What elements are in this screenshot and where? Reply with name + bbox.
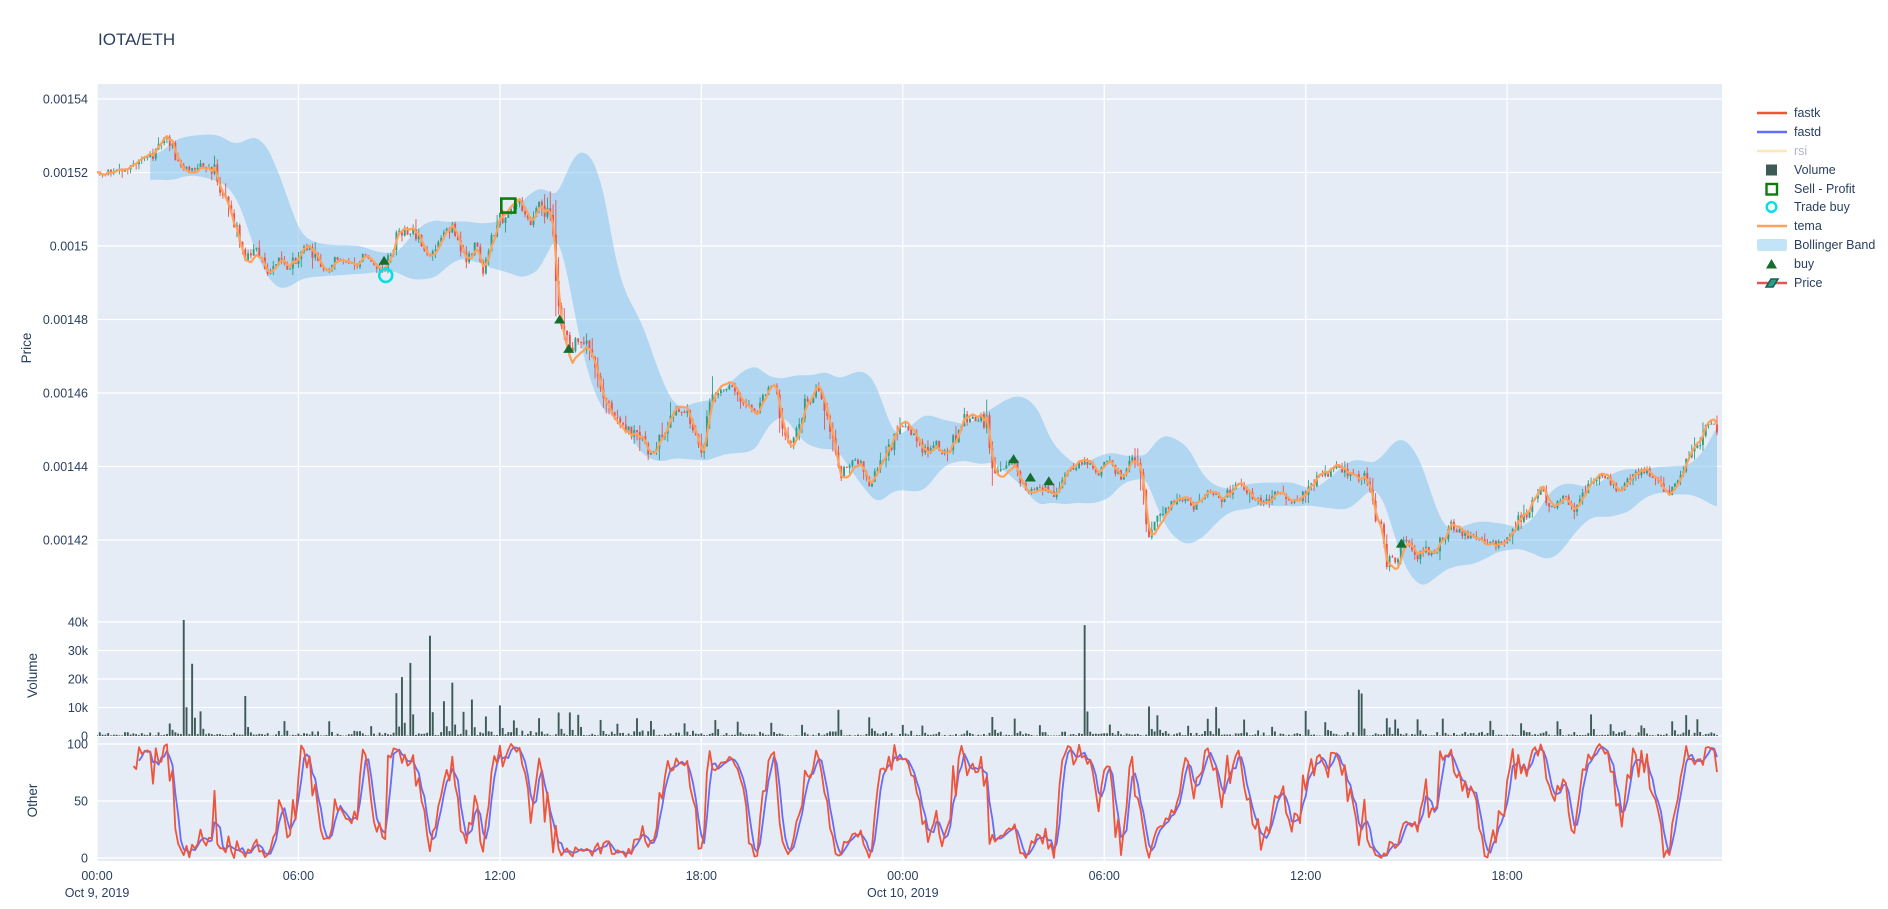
sell-profit-marker xyxy=(499,197,517,214)
svg-text:00:00: 00:00 xyxy=(81,869,112,883)
svg-text:0.00142: 0.00142 xyxy=(43,534,88,548)
trade-buy-swatch-icon xyxy=(1765,201,1778,214)
legend-item-volume[interactable]: Volume xyxy=(1756,160,1875,179)
buy-swatch-icon xyxy=(1766,258,1777,269)
sell-profit-swatch-icon xyxy=(1765,182,1779,196)
svg-text:0.00154: 0.00154 xyxy=(43,93,88,107)
svg-text:0: 0 xyxy=(81,852,88,866)
legend-item-sell-profit[interactable]: Sell - Profit xyxy=(1756,179,1875,198)
buy-signal-marker xyxy=(1043,476,1055,486)
svg-text:Oct 10, 2019: Oct 10, 2019 xyxy=(867,886,939,900)
buy-signal-marker xyxy=(1024,472,1036,482)
price-pane[interactable] xyxy=(96,134,1718,585)
svg-text:10k: 10k xyxy=(68,701,89,715)
legend-label-sell-profit: Sell - Profit xyxy=(1794,181,1856,196)
legend-item-trade-buy[interactable]: Trade buy xyxy=(1756,198,1875,217)
buy-signal-marker xyxy=(563,343,575,353)
svg-text:0.00148: 0.00148 xyxy=(43,313,88,327)
page-title: IOTA/ETH xyxy=(98,30,176,49)
volume-pane[interactable] xyxy=(96,619,1718,736)
buy-signal-marker xyxy=(378,255,390,265)
svg-text:Price: Price xyxy=(19,333,34,364)
legend-label-fastk: fastk xyxy=(1794,106,1821,121)
svg-text:100: 100 xyxy=(67,738,88,752)
svg-text:0.00146: 0.00146 xyxy=(43,387,88,401)
legend: fastk fastd rsi Volume Sell - Profit Trade bu… xyxy=(1756,104,1875,292)
svg-text:06:00: 06:00 xyxy=(1089,869,1120,883)
legend-item-tema[interactable]: tema xyxy=(1756,217,1875,236)
svg-text:0.00152: 0.00152 xyxy=(43,166,88,180)
legend-item-bollinger[interactable]: Bollinger Band xyxy=(1756,236,1875,255)
other-pane[interactable] xyxy=(132,743,1718,859)
legend-label-fastd: fastd xyxy=(1794,125,1822,140)
svg-text:0: 0 xyxy=(81,730,88,744)
legend-item-fastk[interactable]: fastk xyxy=(1756,104,1875,123)
svg-text:0.00144: 0.00144 xyxy=(43,460,88,474)
svg-text:Other: Other xyxy=(25,783,40,817)
legend-item-fastd[interactable]: fastd xyxy=(1756,123,1875,142)
bollinger-swatch-icon xyxy=(1757,238,1787,251)
svg-text:50: 50 xyxy=(74,795,88,809)
volume-swatch-icon xyxy=(1766,164,1777,176)
fastd-line xyxy=(138,745,1718,858)
svg-text:Oct 9, 2019: Oct 9, 2019 xyxy=(65,886,130,900)
trade-markers xyxy=(377,197,1407,548)
svg-text:00:00: 00:00 xyxy=(887,869,918,883)
legend-label-trade-buy: Trade buy xyxy=(1794,200,1850,215)
legend-item-rsi[interactable]: rsi xyxy=(1756,142,1875,161)
svg-text:06:00: 06:00 xyxy=(283,869,314,883)
legend-item-buy[interactable]: buy xyxy=(1756,254,1875,273)
price-swatch-icon xyxy=(1757,277,1787,288)
buy-signal-marker xyxy=(1395,538,1407,548)
fastd-swatch-icon xyxy=(1757,130,1787,134)
svg-text:0.0015: 0.0015 xyxy=(50,240,88,254)
fastk-swatch-icon xyxy=(1757,112,1787,115)
svg-text:12:00: 12:00 xyxy=(484,869,515,883)
svg-text:Volume: Volume xyxy=(25,653,40,698)
svg-text:12:00: 12:00 xyxy=(1290,869,1321,883)
legend-label-bollinger: Bollinger Band xyxy=(1794,237,1876,252)
svg-text:20k: 20k xyxy=(68,673,89,687)
fastk-line xyxy=(132,743,1718,859)
buy-signal-marker xyxy=(554,314,566,324)
svg-text:18:00: 18:00 xyxy=(686,869,717,883)
axis-labels: 0.00154 0.00152 0.0015 0.00148 0.00146 0.0014… xyxy=(19,93,1523,901)
svg-text:18:00: 18:00 xyxy=(1491,869,1522,883)
tema-line xyxy=(97,135,1718,571)
legend-label-volume: Volume xyxy=(1794,162,1836,177)
legend-label-tema: tema xyxy=(1794,219,1822,234)
svg-text:30k: 30k xyxy=(68,644,89,658)
tema-swatch-icon xyxy=(1757,224,1787,228)
svg-text:40k: 40k xyxy=(68,616,89,630)
buy-signal-marker xyxy=(1008,454,1020,464)
legend-label-buy: buy xyxy=(1794,256,1815,271)
bollinger-band-area xyxy=(150,134,1718,585)
trade-buy-marker xyxy=(377,267,394,284)
legend-label-price: Price xyxy=(1794,275,1823,290)
rsi-swatch-icon xyxy=(1757,149,1787,153)
legend-label-rsi: rsi xyxy=(1794,143,1808,158)
legend-item-price[interactable]: Price xyxy=(1756,273,1875,292)
